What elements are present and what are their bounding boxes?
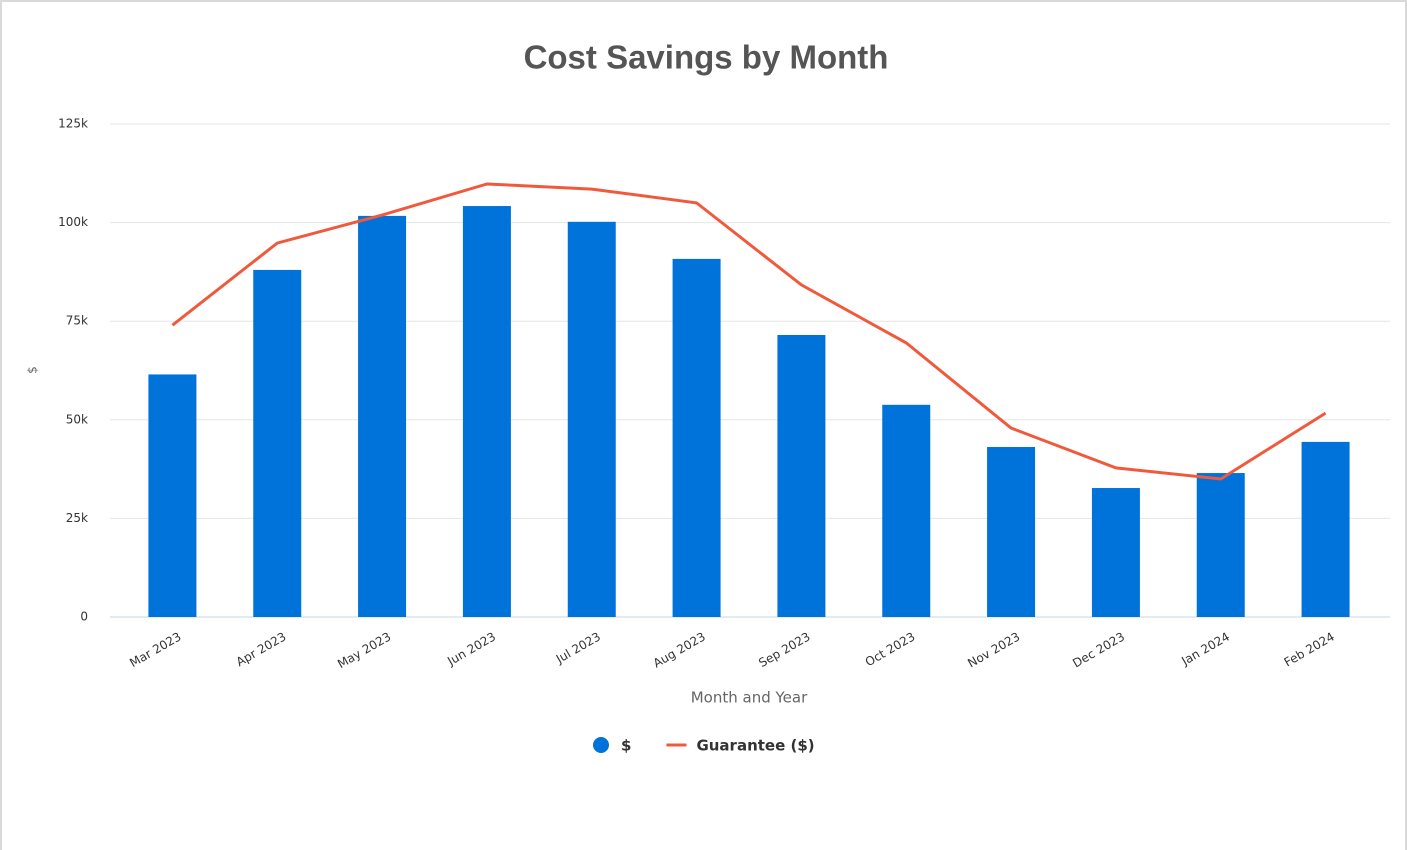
y-tick-label: 125k <box>58 117 88 131</box>
x-tick-label: Apr 2023 <box>234 630 289 670</box>
legend-symbol <box>593 737 609 753</box>
chart-title: Cost Savings by Month <box>524 39 889 76</box>
bar <box>882 404 931 617</box>
y-axis-label: $ <box>26 366 40 374</box>
x-tick-label: Jan 2024 <box>1178 630 1232 669</box>
line <box>171 182 1327 481</box>
y-tick-label: 75k <box>66 314 88 328</box>
bar <box>253 269 302 617</box>
x-tick-label: Feb 2024 <box>1282 630 1337 670</box>
y-tick-label: 50k <box>66 412 88 426</box>
bar <box>567 221 616 617</box>
y-tick-label: 0 <box>80 610 88 624</box>
x-tick-label: Aug 2023 <box>651 630 708 671</box>
bar <box>1301 441 1350 617</box>
y-tick-label: 100k <box>58 215 88 229</box>
x-tick-label: Jun 2023 <box>444 630 498 669</box>
x-axis-label: Month and Year <box>691 689 808 707</box>
bar <box>148 374 197 617</box>
bar <box>1091 488 1140 617</box>
legend-label: $ <box>621 737 631 755</box>
bar <box>358 215 407 617</box>
bar <box>462 206 511 617</box>
bar <box>672 258 721 617</box>
bar <box>1196 473 1245 617</box>
x-tick-label: May 2023 <box>335 630 393 672</box>
x-tick-label: Mar 2023 <box>127 630 183 671</box>
x-tick-label: Dec 2023 <box>1070 630 1127 671</box>
x-tick-label: Sep 2023 <box>756 630 812 671</box>
bar <box>987 447 1036 617</box>
bar <box>777 335 826 617</box>
x-tick-label: Nov 2023 <box>965 630 1022 671</box>
y-tick-label: 25k <box>66 511 88 525</box>
x-tick-label: Jul 2023 <box>553 630 603 667</box>
x-tick-label: Oct 2023 <box>863 630 918 670</box>
legend-label: Guarantee ($) <box>696 737 814 755</box>
